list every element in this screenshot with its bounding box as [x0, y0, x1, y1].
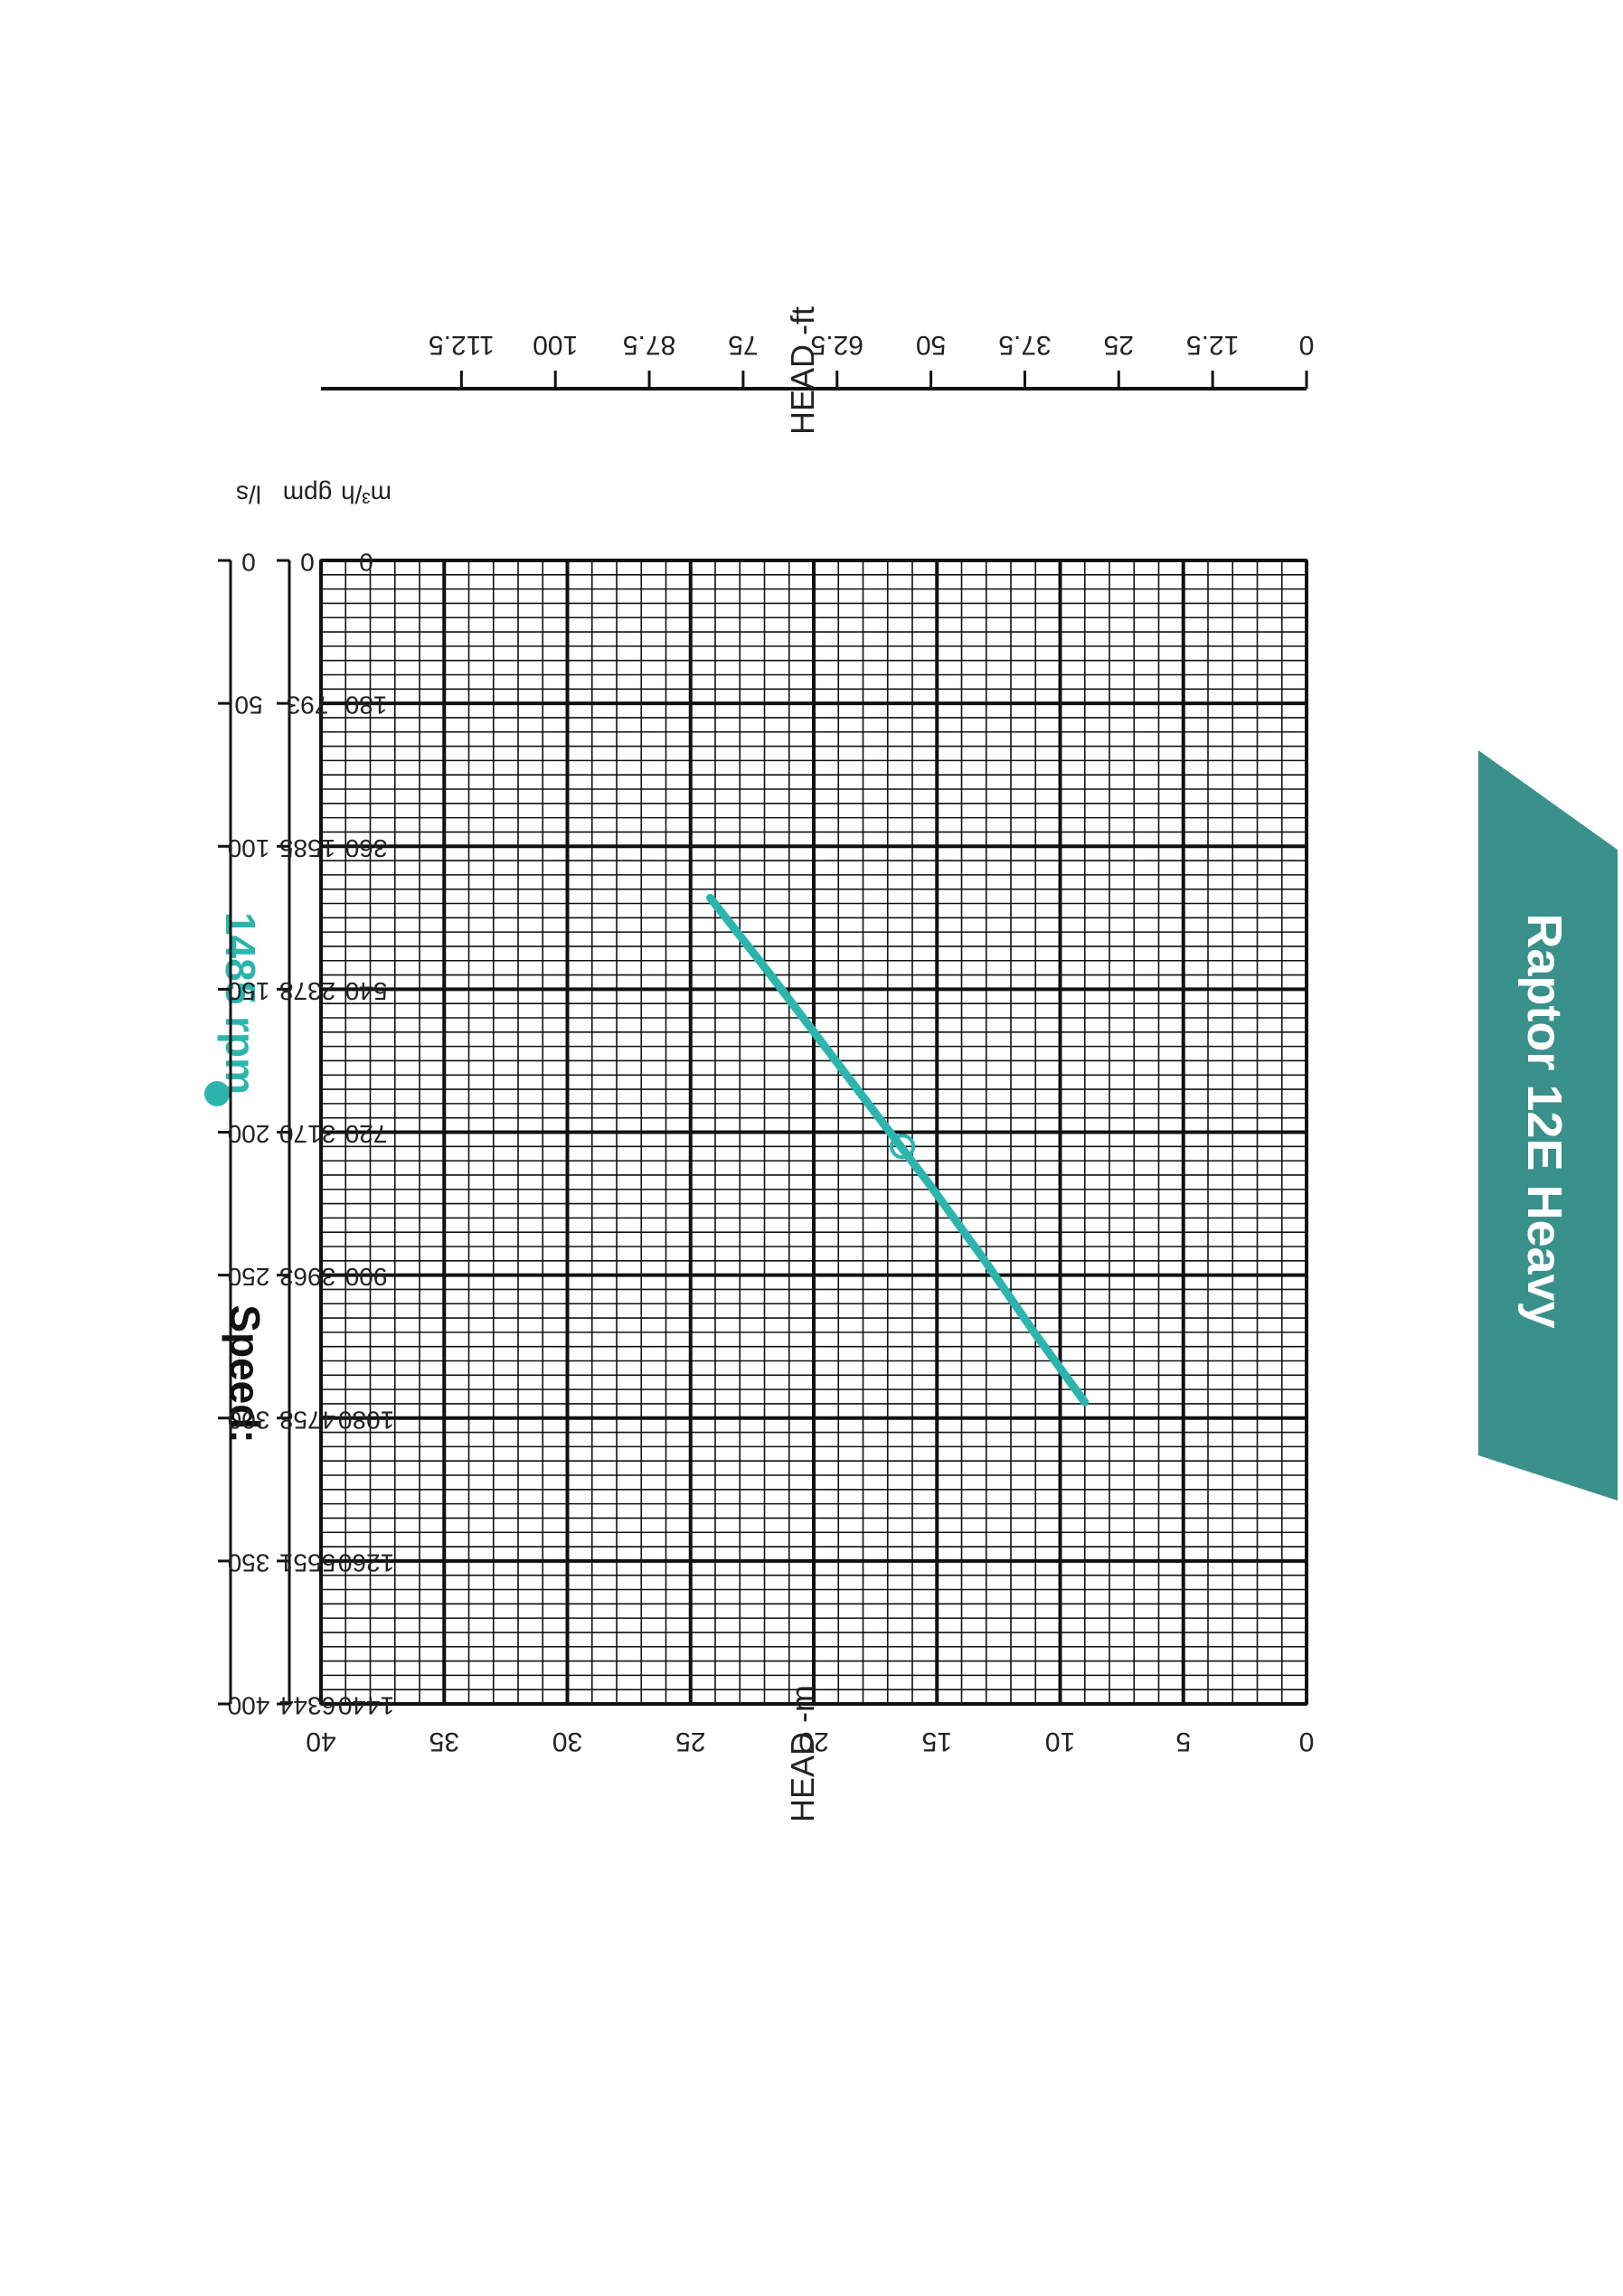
x-tick-label: 2378: [279, 977, 335, 1005]
x-tick-label: 1440: [338, 1692, 394, 1720]
x-tick-label: 3170: [279, 1120, 335, 1148]
x-tick-label: 720: [345, 1120, 388, 1148]
x-tick-label: 300: [228, 1406, 270, 1434]
x-axis-unit: m³/h: [341, 481, 392, 509]
x-tick-label: 150: [228, 977, 270, 1005]
y-tick-label: 30: [552, 1727, 582, 1756]
y-tick-label: 0: [1299, 1727, 1315, 1756]
axes: 0510152025303540012.52537.55062.57587.51…: [218, 330, 1314, 1756]
x-tick-label: 50: [234, 692, 262, 720]
y-secondary-tick-label: 100: [533, 330, 578, 360]
x-tick-label: 0: [359, 549, 373, 577]
y-tick-label: 5: [1175, 1727, 1191, 1756]
x-tick-label: 0: [241, 549, 256, 577]
duty-point-marker: [890, 1134, 916, 1160]
x-tick-label: 350: [228, 1548, 270, 1576]
y-tick-label: 25: [675, 1727, 705, 1756]
y-secondary-tick-label: 50: [916, 330, 946, 360]
series-line: [706, 893, 1090, 1407]
y-tick-label: 10: [1045, 1727, 1075, 1756]
series-layer: [706, 893, 1090, 1407]
x-tick-label: 3963: [279, 1263, 335, 1291]
y-axis-secondary-title: HEAD -ft: [784, 306, 821, 435]
y-tick-label: 35: [429, 1727, 459, 1756]
x-tick-label: 1080: [338, 1406, 394, 1434]
y-secondary-tick-label: 0: [1299, 330, 1315, 360]
x-tick-label: 100: [228, 834, 270, 862]
rotated-chart: Speed: 1485 rpm 0510152025303540012.5253…: [204, 306, 1618, 1822]
x-axis-unit: gpm: [283, 481, 332, 509]
x-tick-label: 400: [228, 1692, 270, 1720]
y-axis-title: HEAD -m: [784, 1685, 821, 1822]
speed-value: 1485 rpm: [217, 912, 264, 1095]
x-tick-label: 4758: [279, 1406, 335, 1434]
x-tick-label: 540: [345, 977, 388, 1005]
x-tick-label: 900: [345, 1263, 388, 1291]
y-secondary-tick-label: 62.5: [811, 330, 863, 360]
x-tick-label: 360: [345, 834, 388, 862]
y-secondary-tick-label: 112.5: [429, 330, 495, 360]
x-tick-label: 793: [287, 692, 329, 720]
product-banner: [1478, 750, 1618, 1501]
x-tick-label: 200: [228, 1120, 270, 1148]
y-tick-label: 20: [798, 1727, 828, 1756]
y-secondary-tick-label: 25: [1104, 330, 1134, 360]
y-secondary-tick-label: 37.5: [998, 330, 1051, 360]
y-tick-label: 15: [922, 1727, 952, 1756]
x-tick-label: 250: [228, 1263, 270, 1291]
legend-dot-icon: [204, 1081, 230, 1106]
y-secondary-tick-label: 75: [728, 330, 758, 360]
x-tick-label: 5551: [279, 1548, 335, 1576]
y-secondary-tick-label: 87.5: [623, 330, 675, 360]
x-tick-label: 0: [300, 549, 315, 577]
y-tick-label: 40: [306, 1727, 335, 1756]
grid: [319, 559, 1308, 1706]
x-tick-label: 1585: [279, 834, 335, 862]
product-name: Raptor 12E Heavy: [1517, 913, 1571, 1328]
x-tick-label: 6344: [279, 1692, 335, 1720]
x-tick-label: 180: [345, 692, 388, 720]
x-axis-unit: l/s: [236, 481, 261, 509]
y-secondary-tick-label: 12.5: [1186, 330, 1239, 360]
x-tick-label: 1260: [338, 1548, 394, 1576]
